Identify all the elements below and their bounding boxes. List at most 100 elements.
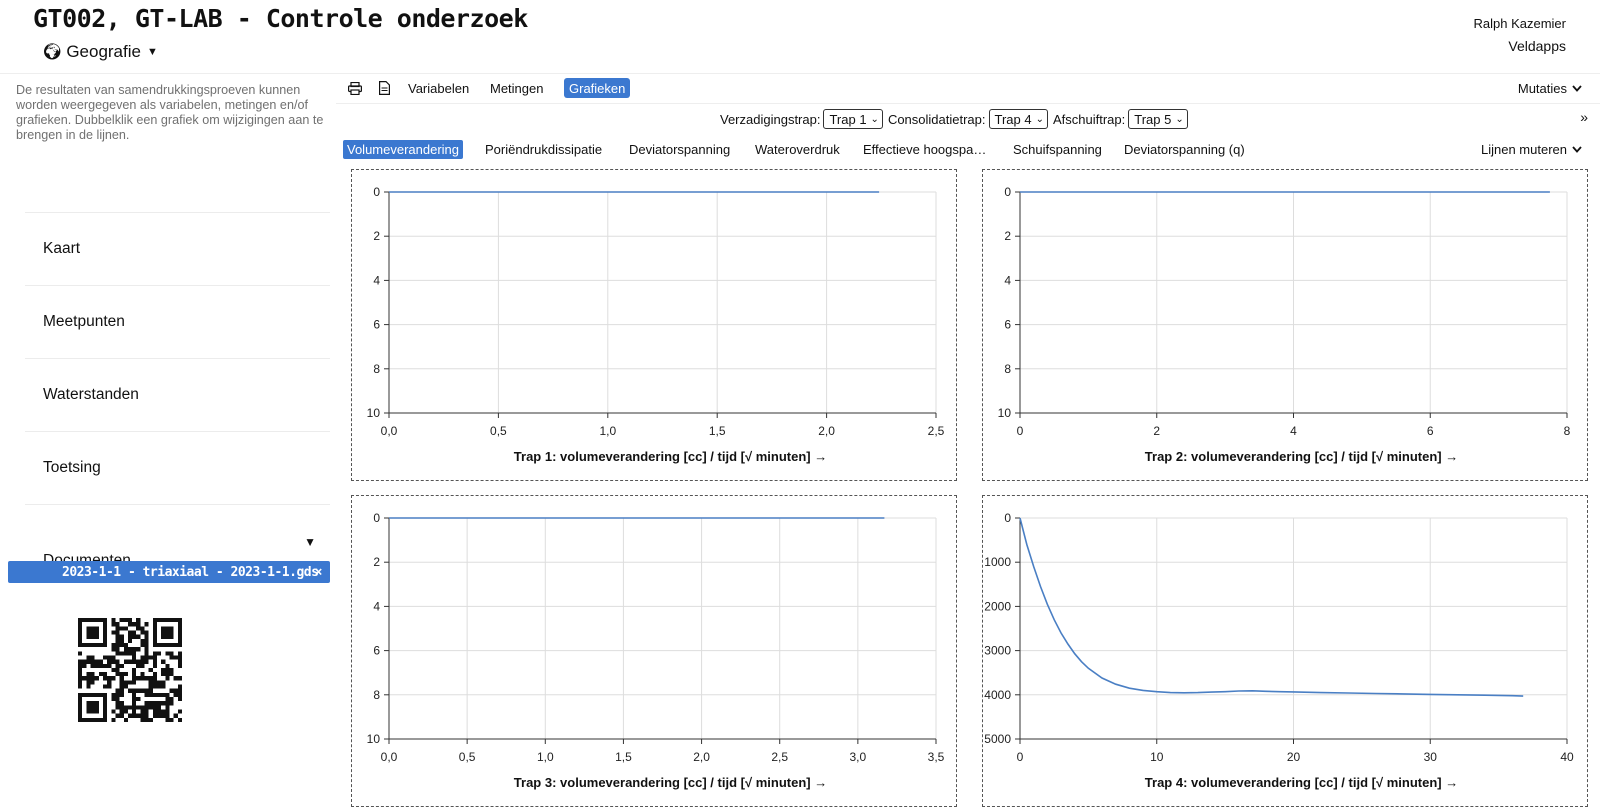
y-tick-label: 5000 <box>984 732 1011 746</box>
x-tick-label: 40 <box>1560 750 1574 764</box>
y-tick-label: 6 <box>373 644 380 658</box>
lijnen-muteren-dropdown[interactable]: Lijnen muteren <box>1481 140 1582 159</box>
consolidatie-select[interactable]: Trap 4 ⌄ <box>988 109 1048 129</box>
document-item[interactable]: 2023-1-1 - triaxiaal - 2023-1-1.gds × <box>8 561 330 583</box>
y-tick-label: 0 <box>373 185 380 199</box>
line-chart: 0 10 20 30 40 0 1000 2000 3000 4000 5000 Trap 4: vo… <box>984 511 1574 790</box>
y-tick-label: 0 <box>373 511 380 525</box>
afschuif-value: Trap 5 <box>1134 111 1172 127</box>
graph-tabs: Volumeverandering Poriëndrukdissipatie D… <box>343 140 1600 160</box>
y-tick-label: 4 <box>373 599 380 613</box>
x-tick-label: 8 <box>1564 424 1571 438</box>
y-tick-label: 2000 <box>984 599 1011 613</box>
tab-schuifspanning[interactable]: Schuifspanning <box>1013 142 1102 157</box>
x-tick-label: 2,5 <box>928 424 945 438</box>
printer-icon <box>348 81 362 95</box>
x-tick-label: 0,5 <box>459 750 476 764</box>
chevron-down-icon <box>1572 84 1582 92</box>
tab-poriendrukdissipatie[interactable]: Poriëndrukdissipatie <box>485 142 603 157</box>
sidebar-item-toetsing[interactable]: Toetsing <box>25 431 330 503</box>
x-tick-label: 2 <box>1153 424 1160 438</box>
header-divider <box>0 73 1600 74</box>
user-name[interactable]: Ralph Kazemier <box>1473 16 1567 31</box>
series-line <box>1019 517 1524 697</box>
x-tick-label: 2,5 <box>771 750 788 764</box>
x-tick-label: 1,5 <box>709 424 726 438</box>
geografie-label: Geografie <box>66 42 141 61</box>
geografie-dropdown[interactable]: 🌍︎ Geografie ▼ <box>42 42 158 62</box>
mutaties-dropdown[interactable]: Mutaties <box>1518 78 1582 98</box>
y-tick-label: 2 <box>1004 229 1011 243</box>
chart-panel-trap-1[interactable]: 0,0 0,5 1,0 1,5 2,0 2,5 0 2 4 6 8 10 Trap 1: volumev… <box>351 169 957 481</box>
close-icon[interactable]: × <box>314 564 323 580</box>
y-tick-label: 6 <box>1004 318 1011 332</box>
y-tick-label: 2 <box>373 555 380 569</box>
y-tick-label: 1000 <box>984 555 1011 569</box>
tab-effectieve-hoogspanning[interactable]: Effectieve hoogspa… <box>863 142 987 157</box>
chart-title: Trap 3: volumeverandering [cc] / tijd [√… <box>514 775 827 790</box>
document-button[interactable] <box>374 78 395 98</box>
y-tick-label: 10 <box>367 732 381 746</box>
line-chart: 0,0 0,5 1,0 1,5 2,0 2,5 0 2 4 6 8 10 Trap 1: volumev… <box>367 185 945 464</box>
sidebar-item-kaart[interactable]: Kaart <box>25 212 330 284</box>
afschuif-select[interactable]: Trap 5 ⌄ <box>1128 109 1188 129</box>
trap-selectors: Verzadigingstrap: Trap 1 ⌄ Consolidatiet… <box>720 109 1193 129</box>
chart-panel-trap-4[interactable]: 0 10 20 30 40 0 1000 2000 3000 4000 5000 Trap 4: vo… <box>982 495 1588 807</box>
consolidatie-label: Consolidatietrap: <box>887 111 986 127</box>
y-tick-label: 8 <box>1004 362 1011 376</box>
x-tick-label: 0,5 <box>490 424 507 438</box>
x-tick-label: 0 <box>1017 750 1024 764</box>
x-tick-label: 3,0 <box>850 750 867 764</box>
y-tick-label: 2 <box>373 229 380 243</box>
chart-panel-trap-2[interactable]: 0 2 4 6 8 0 2 4 6 8 10 Trap 2: volumeverandering [c… <box>982 169 1588 481</box>
x-tick-label: 10 <box>1150 750 1164 764</box>
x-tick-label: 0,0 <box>381 750 398 764</box>
y-tick-label: 8 <box>373 688 380 702</box>
more-button[interactable]: » <box>1580 109 1588 125</box>
sidebar: De resultaten van samendrukkingsproeven … <box>0 74 336 812</box>
document-name: 2023-1-1 - triaxiaal - 2023-1-1.gds <box>62 564 319 580</box>
x-tick-label: 30 <box>1424 750 1438 764</box>
sidebar-description: De resultaten van samendrukkingsproeven … <box>16 83 324 142</box>
chevron-down-icon <box>1572 146 1582 153</box>
tab-deviatorspanning[interactable]: Deviatorspanning <box>629 142 731 157</box>
afschuif-label: Afschuiftrap: <box>1052 111 1126 127</box>
print-button[interactable] <box>343 78 367 98</box>
caret-down-icon: ▼ <box>146 46 158 58</box>
org-name[interactable]: Veldapps <box>1508 38 1566 54</box>
x-tick-label: 0,0 <box>381 424 398 438</box>
verzadiging-select[interactable]: Trap 1 ⌄ <box>823 109 883 129</box>
tab-grafieken[interactable]: Grafieken <box>564 78 631 98</box>
sidebar-item-label: Meetpunten <box>43 312 125 330</box>
y-tick-label: 10 <box>367 406 381 420</box>
consolidatie-value: Trap 4 <box>994 111 1032 127</box>
x-tick-label: 6 <box>1427 424 1434 438</box>
tab-metingen[interactable]: Metingen <box>490 80 544 96</box>
mutaties-label: Mutaties <box>1517 80 1567 96</box>
verzadiging-value: Trap 1 <box>829 111 867 127</box>
x-tick-label: 4 <box>1290 424 1297 438</box>
lijnen-label: Lijnen muteren <box>1481 142 1567 157</box>
chevron-down-icon: ⌄ <box>1035 113 1044 125</box>
chart-title: Trap 2: volumeverandering [cc] / tijd [√… <box>1145 449 1458 464</box>
y-tick-label: 6 <box>373 318 380 332</box>
sidebar-item-label: Toetsing <box>43 458 101 476</box>
tab-wateroverdruk[interactable]: Wateroverdruk <box>755 142 840 157</box>
tab-volumeverandering[interactable]: Volumeverandering <box>343 140 464 159</box>
y-tick-label: 4000 <box>984 688 1011 702</box>
line-chart: 0 2 4 6 8 0 2 4 6 8 10 Trap 2: volumeverandering [c… <box>998 185 1571 464</box>
x-tick-label: 0 <box>1017 424 1024 438</box>
y-tick-label: 4 <box>373 273 380 287</box>
chart-panel-trap-3[interactable]: 0,0 0,5 1,0 1,5 2,0 2,5 3,0 3,5 0 2 4 6 8 10 Trap 3: v… <box>351 495 957 807</box>
x-tick-label: 1,0 <box>537 750 554 764</box>
sidebar-item-label: Waterstanden <box>43 385 139 403</box>
caret-down-icon: ▼ <box>304 535 316 549</box>
sidebar-item-waterstanden[interactable]: Waterstanden <box>25 358 330 430</box>
tab-variabelen[interactable]: Variabelen <box>408 80 470 96</box>
chevron-down-icon: ⌄ <box>870 113 879 125</box>
sidebar-item-meetpunten[interactable]: Meetpunten <box>25 285 330 357</box>
tab-deviatorspanning-q[interactable]: Deviatorspanning (q) <box>1124 142 1245 157</box>
qr-code <box>78 618 182 722</box>
x-tick-label: 2,0 <box>693 750 710 764</box>
y-tick-label: 3000 <box>984 644 1011 658</box>
